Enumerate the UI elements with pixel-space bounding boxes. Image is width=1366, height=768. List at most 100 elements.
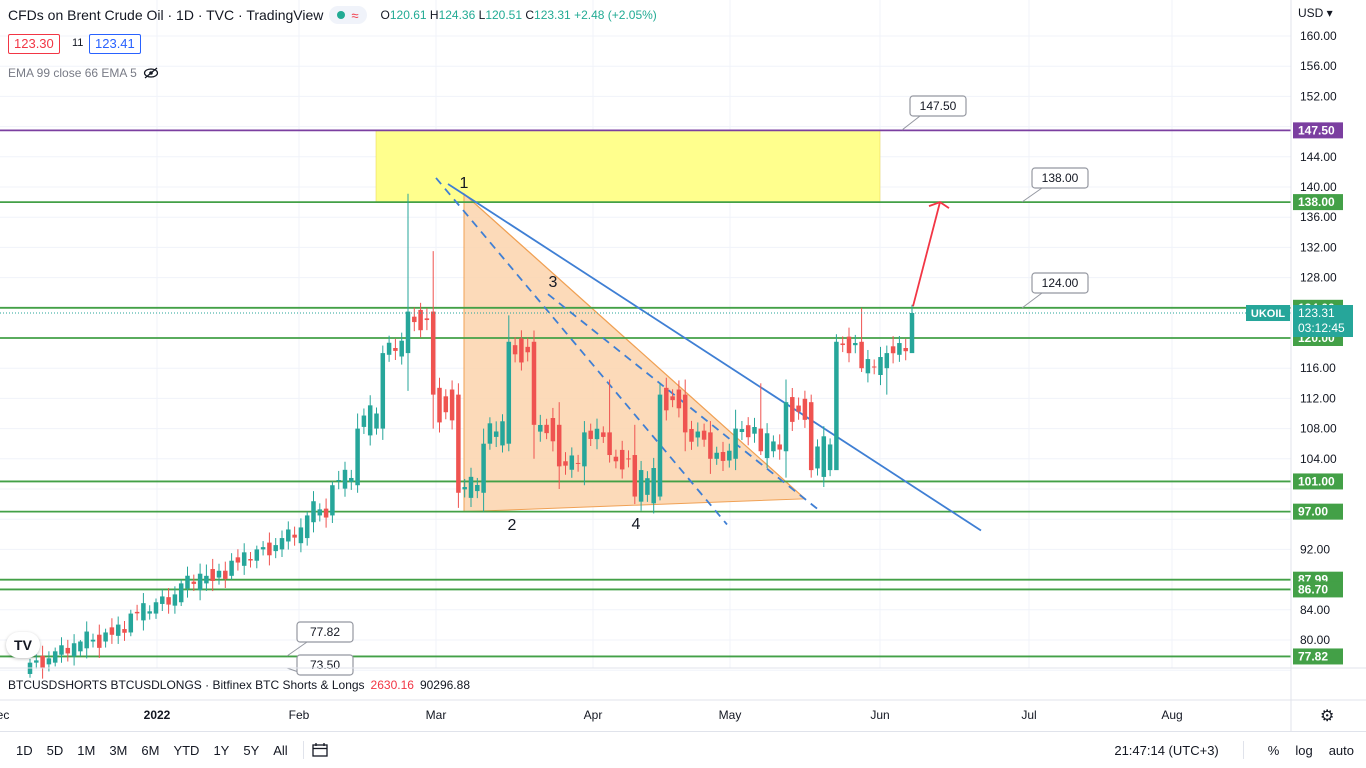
candle-body: [122, 629, 127, 633]
candle-body: [651, 468, 656, 504]
candle-body: [336, 480, 341, 482]
range-ytd-button[interactable]: YTD: [173, 742, 200, 758]
chart-canvas[interactable]: 1 2 3 4 147.50 138.00 124.00 77.82 73.50 160.00 15…: [0, 0, 1366, 731]
price-level-marker-label: 101.00: [1298, 474, 1335, 488]
target-arrow[interactable]: [912, 201, 941, 307]
time-tick-label: Jul: [1021, 708, 1036, 722]
trendline-dashed-1[interactable]: [435, 177, 728, 526]
candle-body: [153, 602, 159, 614]
currency-selector[interactable]: USD ▾: [1298, 6, 1333, 20]
candle-body: [279, 538, 285, 550]
candle-body: [59, 645, 64, 655]
target-arrow-head[interactable]: [928, 201, 950, 209]
range-5y-button[interactable]: 5Y: [243, 742, 260, 758]
candle-body: [292, 534, 297, 538]
tradingview-logo[interactable]: TV: [6, 632, 40, 658]
price-tick-label: 160.00: [1300, 29, 1337, 43]
range-1y-button[interactable]: 1Y: [213, 742, 230, 758]
calendar-range-icon[interactable]: [312, 742, 330, 758]
bottom-indicator-value1: 2630.16: [370, 678, 414, 692]
callout-box[interactable]: [909, 95, 967, 117]
candle-body: [758, 428, 764, 452]
candle-body: [676, 389, 682, 409]
candle-body: [890, 346, 896, 354]
candle-body: [475, 484, 480, 492]
log-toggle[interactable]: log: [1295, 742, 1313, 758]
range-6m-button[interactable]: 6M: [141, 742, 160, 758]
auto-toggle[interactable]: auto: [1328, 742, 1354, 758]
range-3m-button[interactable]: 3M: [109, 742, 128, 758]
candle-body: [682, 394, 688, 433]
candle-body: [506, 341, 512, 444]
symbol-legend: CFDs on Brent Crude Oil · 1D · TVC · Tra…: [8, 6, 657, 24]
candle-body: [374, 413, 379, 429]
candle-body: [229, 560, 234, 576]
high-label: H: [429, 8, 439, 22]
candle-body: [361, 415, 367, 427]
current-price-marker[interactable]: [1293, 305, 1353, 338]
candle-body: [46, 658, 52, 665]
callout-leader: [1021, 292, 1043, 309]
toolbar-divider-right: [1242, 741, 1244, 759]
candle-body: [349, 477, 354, 482]
candle-body: [443, 396, 449, 413]
range-5d-button[interactable]: 5D: [46, 742, 64, 758]
candle-body: [777, 444, 782, 450]
gear-icon[interactable]: ⚙: [1320, 708, 1335, 725]
candle-body: [619, 449, 625, 470]
range-all-button[interactable]: All: [273, 742, 288, 758]
callout-box[interactable]: [1031, 272, 1089, 294]
candle-body: [235, 557, 241, 563]
candle-body: [40, 655, 45, 669]
symbol-title[interactable]: CFDs on Brent Crude Oil · 1D · TVC · Tra…: [8, 7, 324, 23]
candle-body: [399, 340, 404, 357]
candle-body: [367, 405, 373, 436]
candle-body: [260, 547, 266, 550]
candle-body: [544, 424, 549, 434]
price-level-marker[interactable]: [1293, 648, 1343, 665]
price-level-marker[interactable]: [1293, 122, 1343, 139]
price-level-marker[interactable]: [1293, 194, 1343, 211]
callout-box[interactable]: [296, 654, 354, 676]
price-level-marker-label: 97.00: [1298, 505, 1328, 519]
candle-body: [462, 487, 467, 490]
candle-body: [493, 431, 499, 437]
candle-body: [525, 346, 530, 353]
clock-timezone[interactable]: 21:47:14 (UTC+3): [1114, 742, 1219, 758]
eye-crossed-icon[interactable]: [143, 67, 159, 79]
candle-body: [664, 387, 669, 411]
candle-body: [481, 443, 486, 493]
price-level-marker[interactable]: [1293, 503, 1343, 520]
callout-box[interactable]: [296, 621, 354, 643]
percent-toggle[interactable]: %: [1267, 742, 1280, 758]
buy-price-button[interactable]: 123.41: [89, 34, 141, 54]
candle-body: [304, 515, 310, 539]
candle-body: [241, 552, 247, 566]
price-level-marker[interactable]: [1293, 473, 1343, 490]
price-level-marker-label: 147.50: [1298, 123, 1335, 137]
range-1d-button[interactable]: 1D: [16, 742, 33, 758]
callout-box[interactable]: [1031, 167, 1089, 189]
range-1m-button[interactable]: 1M: [77, 742, 96, 758]
candle-body: [764, 433, 770, 459]
candle-body: [582, 432, 587, 467]
price-level-marker[interactable]: [1293, 581, 1343, 598]
candle-body: [197, 573, 203, 591]
candle-body: [147, 611, 152, 614]
candle-body: [273, 545, 278, 552]
indicator-legend-text: EMA 99 close 66 EMA 5: [8, 66, 137, 80]
candle-body: [575, 462, 581, 464]
bottom-indicator-legend[interactable]: BTCUSDSHORTS BTCUSDLONGS · Bitfinex BTC …: [8, 678, 470, 692]
market-status-pill[interactable]: ≈: [329, 6, 367, 24]
price-tick-label: 128.00: [1300, 271, 1337, 285]
trendline-resistance[interactable]: [447, 183, 982, 532]
price-tick-label: 140.00: [1300, 180, 1337, 194]
candle-body: [821, 436, 827, 477]
symbol-tag[interactable]: [1246, 305, 1290, 322]
sell-price-button[interactable]: 123.30: [8, 34, 60, 54]
candle-body: [34, 660, 39, 663]
candle-body: [796, 405, 801, 412]
candle-body: [645, 478, 650, 495]
indicator-legend[interactable]: EMA 99 close 66 EMA 5: [8, 66, 159, 80]
